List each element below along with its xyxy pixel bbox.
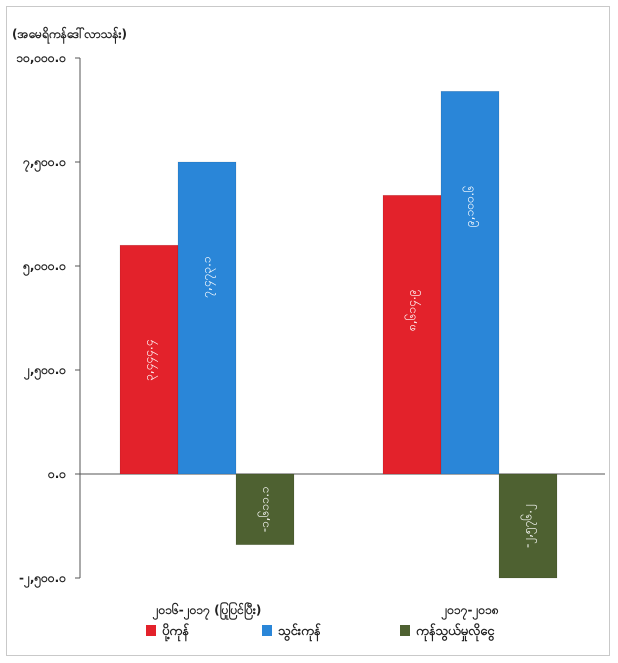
legend-swatch-3 <box>400 625 410 636</box>
bar-1-2 <box>382 194 442 475</box>
data-label-2-1: ၇,၄၇၃.၁ <box>200 256 217 297</box>
y-tick-label: ၀.၀ <box>47 467 66 481</box>
data-label-3-2: -၂,၅၇၆.၂ <box>520 504 538 548</box>
category-label-2: ၂၀၁၇-၂၀၁၈ <box>440 603 499 621</box>
y-tick-label: ၅,၀၀၀.၀ <box>22 259 66 277</box>
legend-swatch-2 <box>262 625 272 636</box>
bar-3-1 <box>235 473 295 546</box>
bar-2-2 <box>440 90 500 475</box>
y-tick-label: ၇,၅၀၀.၀ <box>22 155 66 173</box>
legend-swatch-1 <box>146 625 156 636</box>
y-tick-label: ၂,၅၀၀.၀ <box>23 363 66 381</box>
legend-label-1: ပို့ကုန် <box>162 622 190 642</box>
y-tick-label: ၁၀,၀၀၀.၀ <box>16 51 66 65</box>
data-label-1-2: ၈,၆၁၄.၉ <box>404 290 422 331</box>
legend-label-3: ကုန်သွယ်မှုလိုငွေ <box>416 622 495 642</box>
bar-2-1 <box>177 161 237 475</box>
data-label-2-2: ၉,၁၀၀.၆ <box>462 186 480 227</box>
bar-1-1 <box>119 244 179 475</box>
legend: ပို့ကုန် သွင်းကုန် ကုန်သွယ်မှုလိုငွေ <box>146 622 495 642</box>
unit-label: (အမေရိကန်ဒေါ်လာသန်း) <box>12 25 127 45</box>
category-label-1: ၂၀၁၆-၂၀၁၇ (ပြုပြင်ပြီး) <box>152 600 262 621</box>
data-label-1-1: ၃,၄၄၄.၄ <box>142 340 159 381</box>
bars-layer <box>119 90 558 579</box>
legend-label-2: သွင်းကုန် <box>278 622 322 642</box>
data-label-3-1: -၁,၆၁၁.၁ <box>257 487 272 533</box>
y-tick-label: -၂,၅၀၀.၀ <box>19 571 66 589</box>
bar-3-2 <box>498 473 558 579</box>
